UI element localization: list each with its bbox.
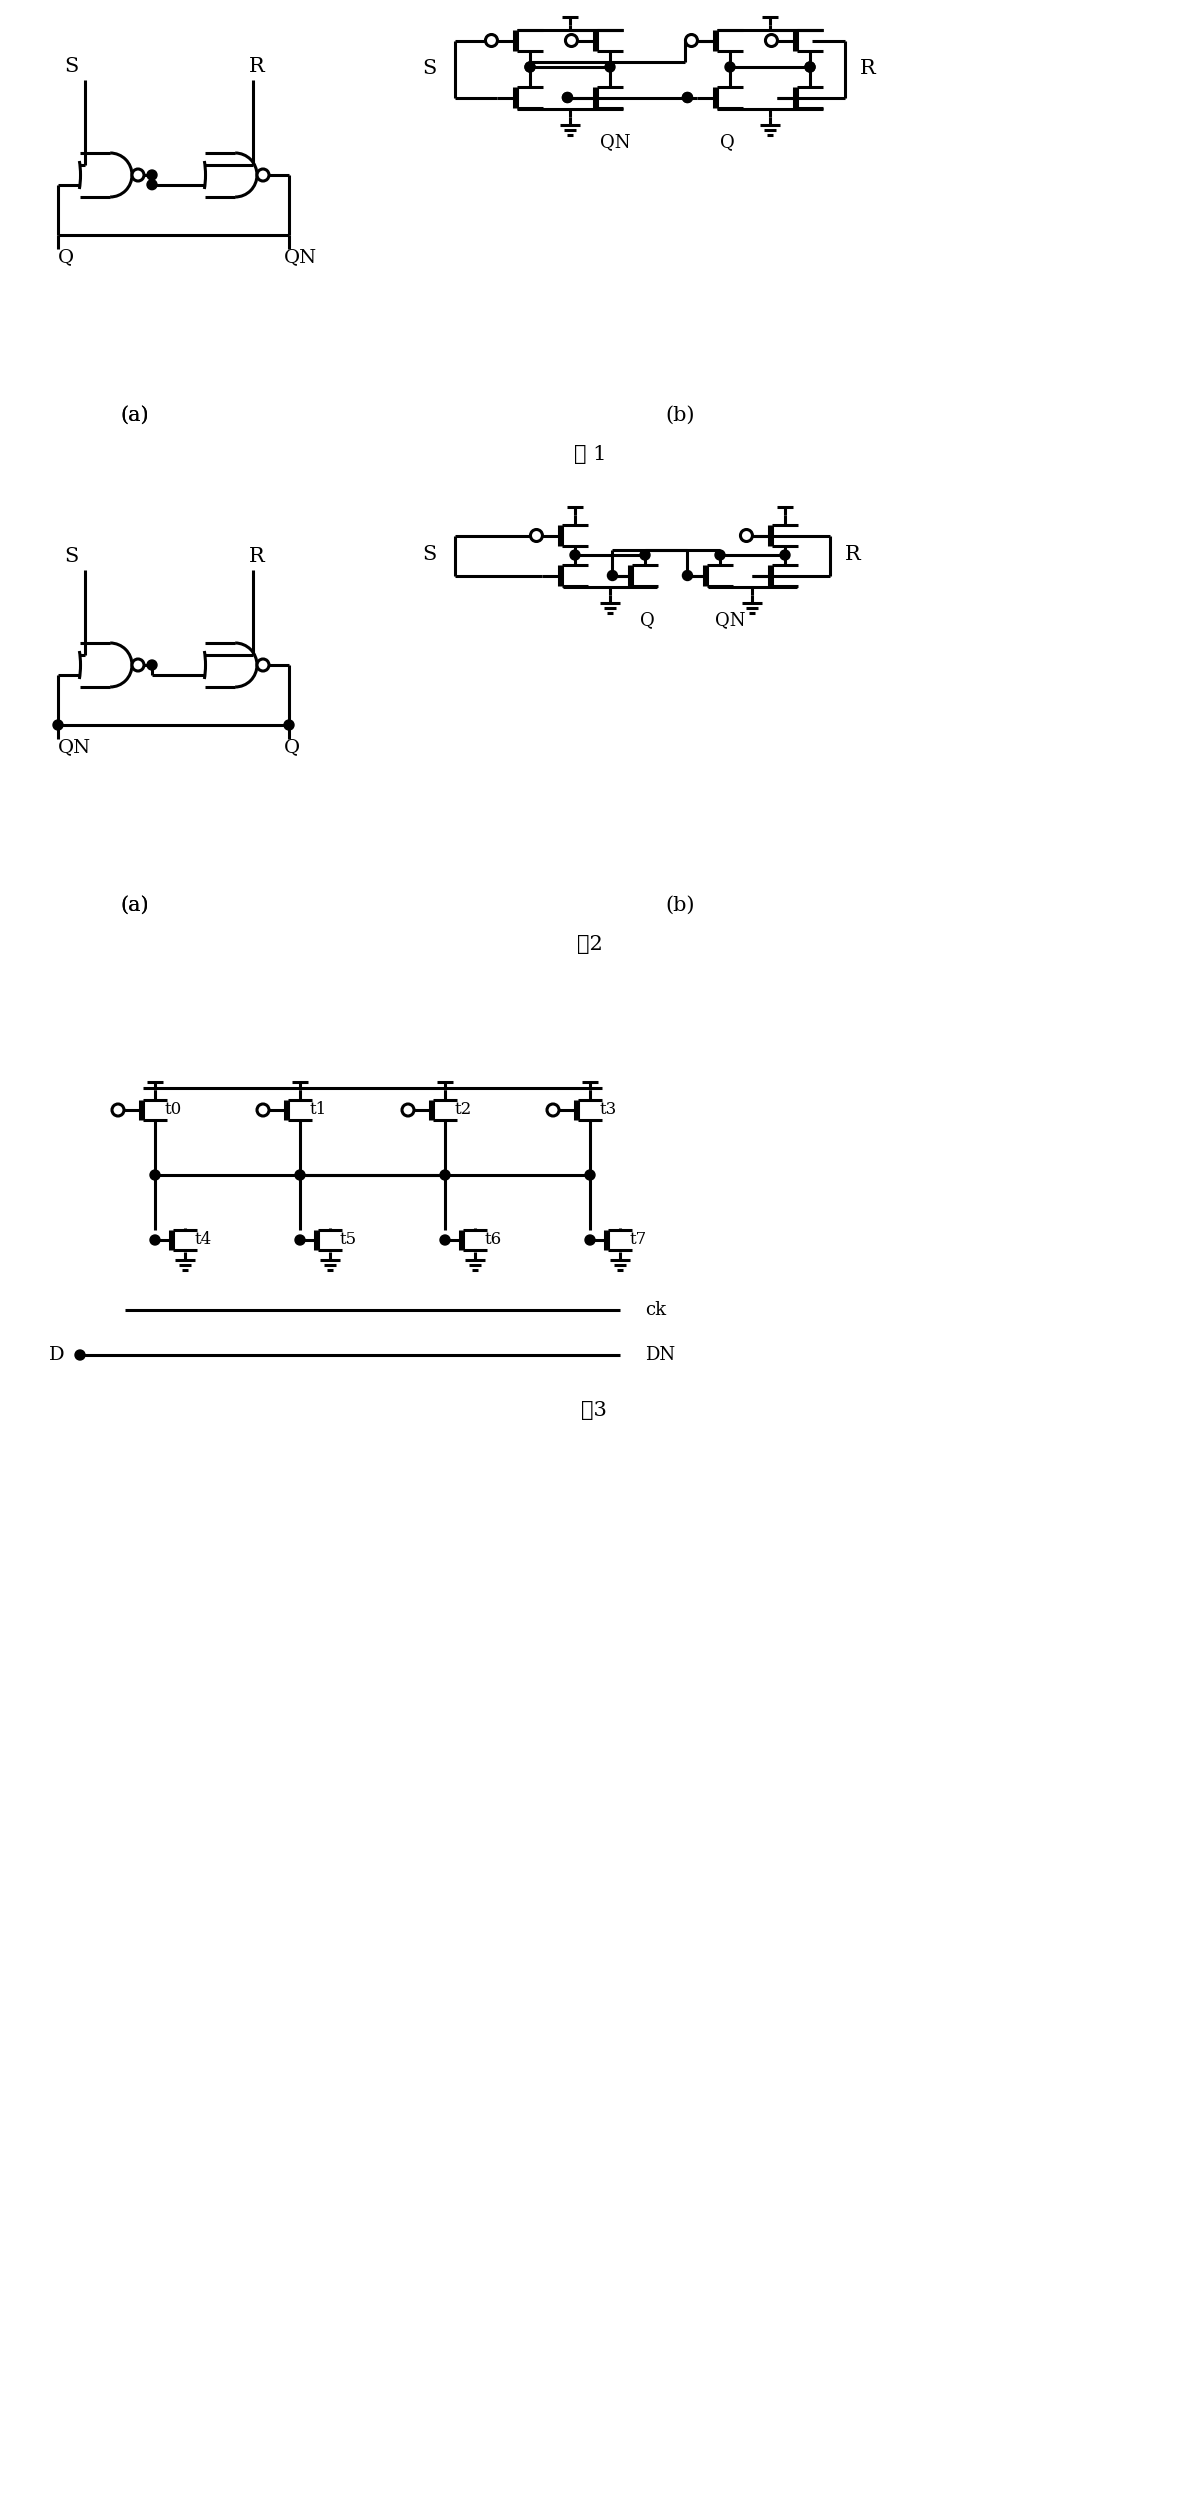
Circle shape [805,62,815,72]
Text: R: R [249,57,265,75]
Text: (a): (a) [121,405,150,424]
Circle shape [147,170,157,180]
Text: S: S [423,544,437,564]
Text: Q: Q [720,132,734,150]
Circle shape [765,35,777,47]
Text: (b): (b) [665,405,695,424]
Circle shape [781,549,790,559]
Text: (a): (a) [121,896,150,914]
Text: QN: QN [58,739,91,757]
Circle shape [570,549,580,559]
Text: t4: t4 [195,1231,211,1248]
Circle shape [525,62,535,72]
Text: QN: QN [715,612,746,629]
Circle shape [640,549,650,559]
Circle shape [284,719,293,729]
Text: (b): (b) [665,896,695,914]
Text: t3: t3 [600,1101,617,1119]
Circle shape [562,92,573,102]
Circle shape [402,1104,413,1116]
Circle shape [562,92,573,102]
Circle shape [682,569,693,579]
Text: t0: t0 [164,1101,182,1119]
Circle shape [584,1236,595,1246]
Text: S: S [423,60,437,77]
Circle shape [682,92,693,102]
Text: t1: t1 [309,1101,327,1119]
Circle shape [257,1104,268,1116]
Text: D: D [50,1346,65,1363]
Text: 图3: 图3 [581,1401,607,1418]
Text: Q: Q [58,247,74,267]
Circle shape [605,62,615,72]
Circle shape [682,92,693,102]
Circle shape [546,1104,560,1116]
Circle shape [132,170,144,180]
Circle shape [132,659,144,672]
Circle shape [53,719,63,729]
Circle shape [440,1171,450,1181]
Circle shape [75,1351,86,1361]
Circle shape [584,1171,595,1181]
Text: QN: QN [600,132,631,150]
Circle shape [147,659,157,669]
Circle shape [685,35,697,47]
Circle shape [525,62,535,72]
Text: (a): (a) [121,405,150,424]
Text: QN: QN [284,247,317,267]
Circle shape [607,569,618,579]
Text: t7: t7 [630,1231,646,1248]
Circle shape [150,1171,160,1181]
Circle shape [740,529,752,542]
Text: S: S [64,547,78,564]
Text: Q: Q [284,739,301,757]
Circle shape [725,62,735,72]
Text: Q: Q [640,612,655,629]
Circle shape [112,1104,124,1116]
Text: R: R [249,547,265,564]
Circle shape [150,1236,160,1246]
Text: t5: t5 [340,1231,356,1248]
Text: t2: t2 [454,1101,472,1119]
Text: S: S [64,57,78,75]
Circle shape [531,529,543,542]
Circle shape [565,35,577,47]
Text: R: R [860,60,876,77]
Circle shape [147,180,157,190]
Circle shape [486,35,498,47]
Text: t6: t6 [485,1231,501,1248]
Text: (a): (a) [121,896,150,914]
Circle shape [257,170,268,180]
Circle shape [715,549,725,559]
Circle shape [257,659,268,672]
Text: 图 1: 图 1 [574,444,606,464]
Text: ck: ck [645,1301,666,1318]
Circle shape [295,1171,305,1181]
Text: 图2: 图2 [577,936,602,954]
Circle shape [295,1236,305,1246]
Text: DN: DN [645,1346,675,1363]
Text: R: R [845,544,861,564]
Circle shape [805,62,815,72]
Circle shape [440,1236,450,1246]
